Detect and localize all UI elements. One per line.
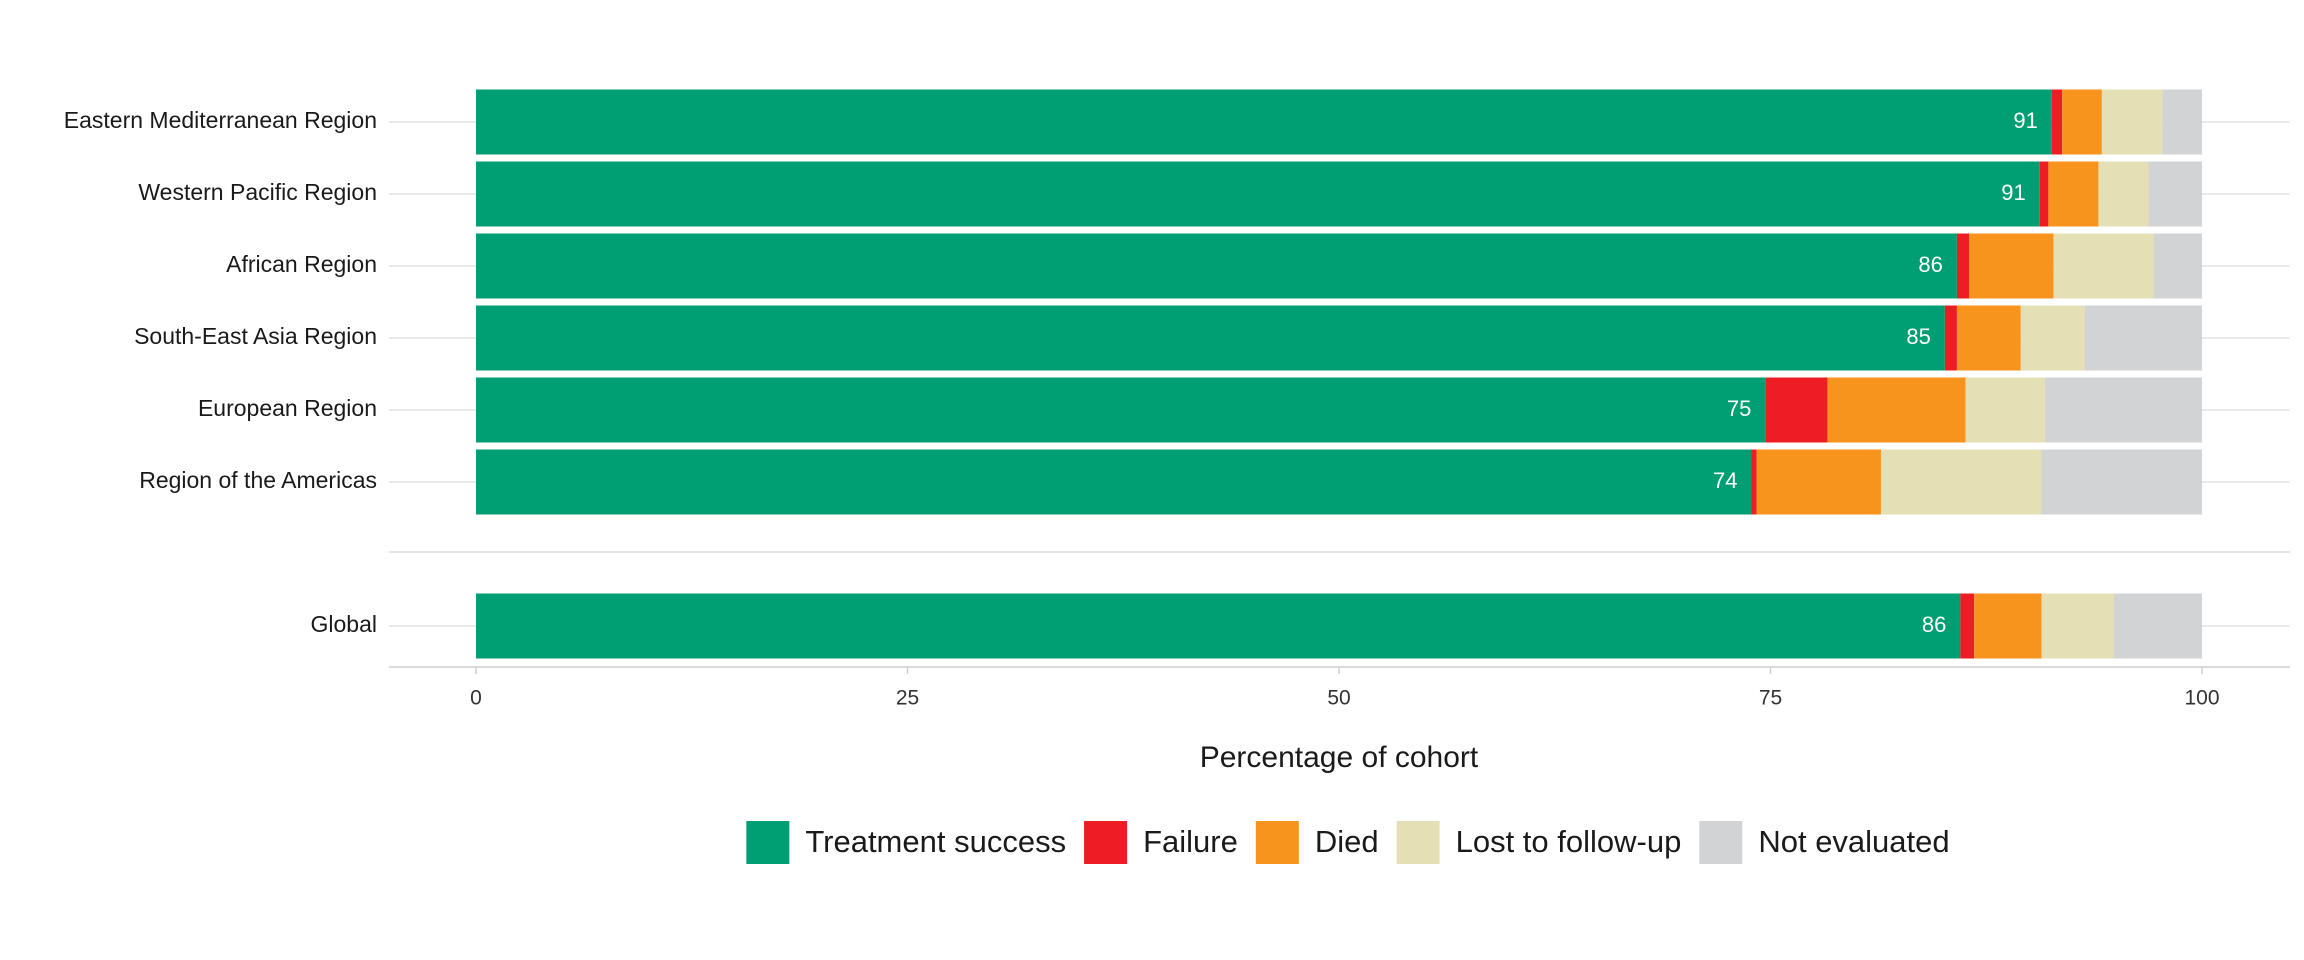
bar-segment: [1880, 449, 2042, 515]
bar-segment: [2098, 161, 2149, 227]
category-label: Region of the Americas: [139, 467, 377, 493]
bar-segment: [1974, 593, 2042, 659]
bar-segment: [1765, 377, 1828, 443]
category-label: Western Pacific Region: [138, 179, 377, 205]
value-label: 91: [2001, 180, 2025, 205]
bar-segment: [1751, 449, 1757, 515]
bar-segment: [1960, 593, 1975, 659]
bar-segment: [2101, 89, 2163, 155]
bar-segment: [2162, 89, 2202, 155]
legend-swatch: [1084, 821, 1128, 864]
bar-segment: [2044, 377, 2202, 443]
legend-label: Lost to follow-up: [1456, 824, 1682, 859]
value-label: 74: [1713, 468, 1737, 493]
bar-segment: [476, 89, 2052, 155]
value-label: 86: [1922, 612, 1946, 637]
bar-segment: [2153, 233, 2202, 299]
category-label: South-East Asia Region: [134, 323, 377, 349]
bar-segment: [1944, 305, 1957, 371]
x-tick-label: 50: [1327, 687, 1350, 710]
x-tick-label: 100: [2184, 687, 2219, 710]
bar-segment: [476, 449, 1752, 515]
category-label: Eastern Mediterranean Region: [64, 107, 377, 133]
bar-segment: [2041, 449, 2202, 515]
x-axis-title: Percentage of cohort: [1200, 741, 1479, 774]
value-label: 75: [1727, 396, 1751, 421]
bar-segment: [1956, 233, 1969, 299]
bar-segment: [476, 161, 2040, 227]
bar-segment: [2048, 161, 2099, 227]
bar-segment: [2039, 161, 2049, 227]
bar-segment: [1968, 233, 2054, 299]
legend-label: Failure: [1143, 824, 1238, 859]
value-label: 85: [1906, 324, 1930, 349]
bar-segment: [476, 305, 1945, 371]
category-label: African Region: [226, 251, 377, 277]
bar-segment: [2020, 305, 2085, 371]
x-tick-label: 0: [470, 687, 482, 710]
bar-segment: [2051, 89, 2063, 155]
value-label: 86: [1918, 252, 1942, 277]
bar-segment: [2113, 593, 2202, 659]
bar-segment: [1956, 305, 2021, 371]
category-label: Global: [311, 611, 377, 637]
bar-segment: [1827, 377, 1966, 443]
legend-swatch: [1255, 821, 1299, 864]
category-label: European Region: [198, 395, 377, 421]
x-tick-label: 25: [896, 687, 919, 710]
bar-segment: [2084, 305, 2202, 371]
bar-segment: [476, 377, 1766, 443]
x-tick-label: 75: [1759, 687, 1782, 710]
value-label: 91: [2013, 108, 2037, 133]
legend-label: Died: [1315, 824, 1379, 859]
bar-segment: [1756, 449, 1881, 515]
bar-segment: [2148, 161, 2202, 227]
legend-label: Not evaluated: [1758, 824, 1949, 859]
bar-segment: [476, 233, 1957, 299]
bar-segment: [2041, 593, 2114, 659]
bar-segment: [476, 593, 1961, 659]
legend-swatch: [1699, 821, 1743, 864]
bar-segment: [2062, 89, 2102, 155]
bar-segment: [1965, 377, 2045, 443]
legend-swatch: [1396, 821, 1440, 864]
legend-swatch: [746, 821, 790, 864]
legend: Treatment success Failure Died Lost to foll…: [746, 821, 1950, 864]
legend-label: Treatment success: [805, 824, 1066, 859]
bar-segment: [2053, 233, 2154, 299]
